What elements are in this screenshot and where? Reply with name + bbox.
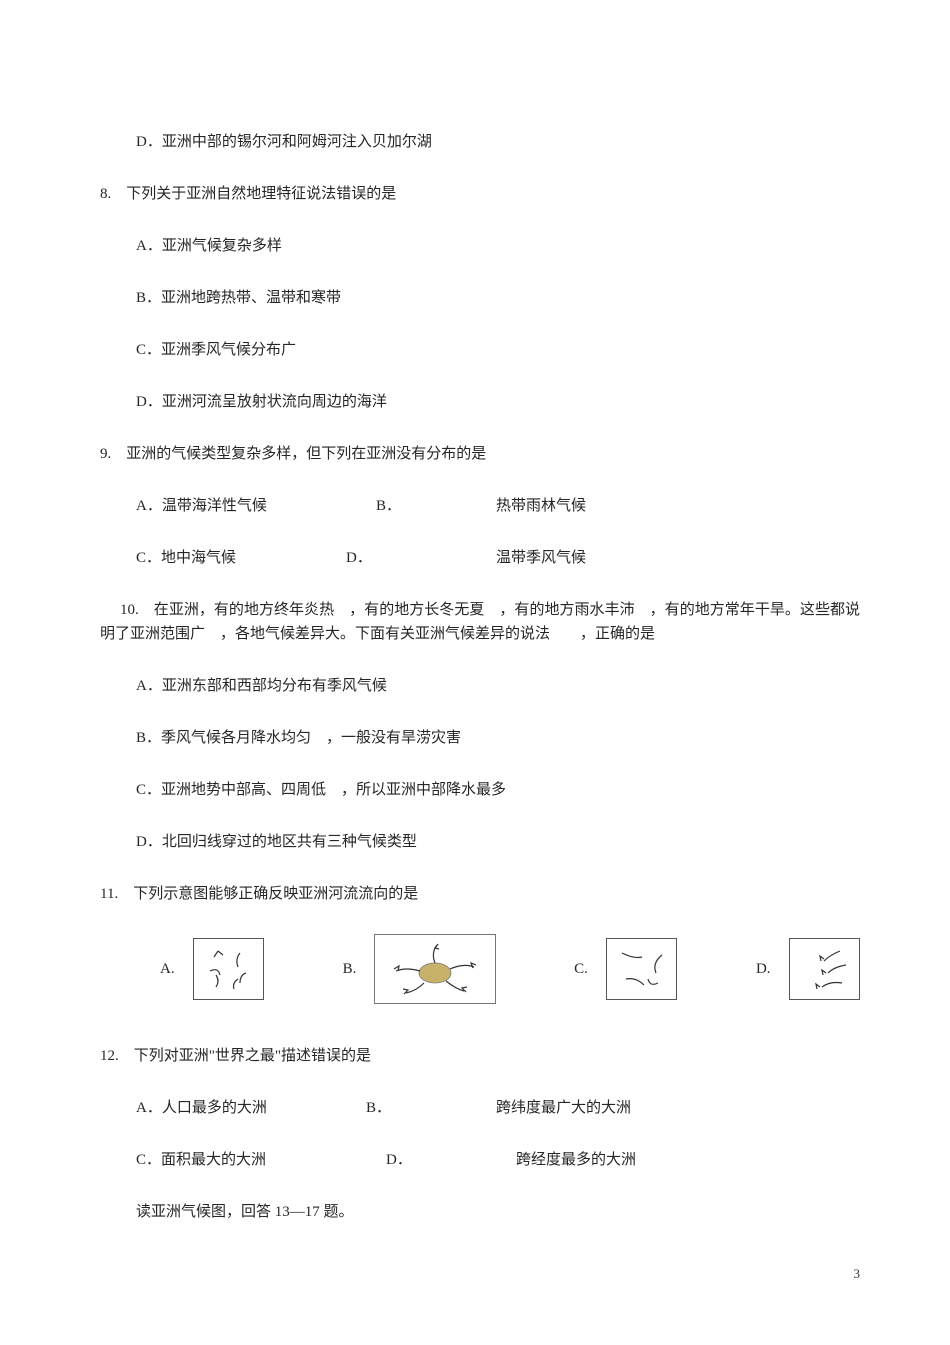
q11-label-c: C. [574,957,588,981]
q9-opt-a: A．温带海洋性气候 [136,494,376,518]
page-number: 3 [854,1266,861,1282]
q12-opt-a: A．人口最多的大洲 [136,1096,366,1120]
q11-img-d [789,938,860,1000]
q11-stem: 11. 下列示意图能够正确反映亚洲河流流向的是 [100,882,860,906]
q11-images-row: A. B. [160,934,860,1004]
q10-opt-a: A．亚洲东部和西部均分布有季风气候 [136,674,860,698]
q9-opt-b-text: 热带雨林气候 [496,494,586,518]
q11-img-a [193,938,264,1000]
q12-opt-c: C．面积最大的大洲 [136,1148,386,1172]
q9-opt-d-text: 温带季风气候 [496,546,586,570]
q9-opt-d-label: D． [346,546,496,570]
q11-label-a: A. [160,957,175,981]
q7-opt-d: D．亚洲中部的锡尔河和阿姆河注入贝加尔湖 [136,130,860,154]
q11-label-d: D. [756,957,771,981]
q10-opt-d: D．北回归线穿过的地区共有三种气候类型 [136,830,860,854]
q11-img-c [606,938,677,1000]
q8-stem: 8. 下列关于亚洲自然地理特征说法错误的是 [100,182,860,206]
q8-opt-b: B．亚洲地跨热带、温带和寒带 [136,286,860,310]
q9-opt-c: C．地中海气候 [136,546,346,570]
q8-opt-d: D．亚洲河流呈放射状流向周边的海洋 [136,390,860,414]
q10-stem: 10. 在亚洲，有的地方终年炎热 ，有的地方长冬无夏 ，有的地方雨水丰沛 ，有的… [100,598,860,646]
q12-opt-b-text: 跨纬度最广大的大洲 [496,1096,631,1120]
q12-stem: 12. 下列对亚洲"世界之最"描述错误的是 [100,1044,860,1068]
q8-opt-a: A．亚洲气候复杂多样 [136,234,860,258]
q9-stem: 9. 亚洲的气候类型复杂多样，但下列在亚洲没有分布的是 [100,442,860,466]
q8-opt-c: C．亚洲季风气候分布广 [136,338,860,362]
q11-img-b [374,934,495,1004]
reading-instruction: 读亚洲气候图，回答 13—17 题。 [136,1200,860,1224]
q9-opt-b-label: B． [376,494,496,518]
q10-opt-b: B．季风气候各月降水均匀 ，一般没有旱涝灾害 [136,726,860,750]
q12-opt-d-text: 跨经度最多的大洲 [516,1148,636,1172]
q11-label-b: B. [343,957,357,981]
q10-opt-c: C．亚洲地势中部高、四周低 ，所以亚洲中部降水最多 [136,778,860,802]
q12-opt-d-label: D． [386,1148,516,1172]
q12-opt-b-label: B． [366,1096,496,1120]
